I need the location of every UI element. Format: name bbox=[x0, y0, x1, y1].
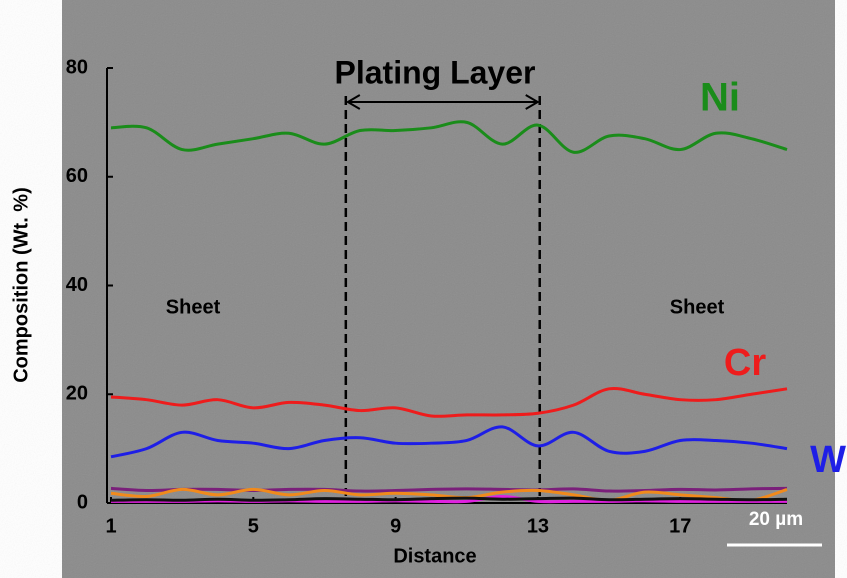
y-tick-label: 60 bbox=[66, 165, 88, 187]
annotation: Sheet bbox=[166, 296, 221, 318]
x-tick-label: 9 bbox=[390, 515, 401, 537]
y-tick-label: 80 bbox=[66, 56, 88, 78]
scale-bar-label: 20 µm bbox=[749, 509, 803, 530]
x-tick-label: 1 bbox=[105, 515, 116, 537]
series-label: Ni bbox=[700, 76, 740, 120]
y-tick-label: 0 bbox=[77, 491, 88, 513]
annotation: Sheet bbox=[670, 296, 725, 318]
x-tick-label: 17 bbox=[669, 515, 691, 537]
x-tick-label: 5 bbox=[248, 515, 259, 537]
series-label: Cr bbox=[724, 342, 766, 384]
x-tick-label: 13 bbox=[527, 515, 549, 537]
y-tick-label: 20 bbox=[66, 383, 88, 405]
chart: Plating Layer Distance Composition (Wt. … bbox=[0, 0, 847, 578]
y-axis-label: Composition (Wt. %) bbox=[10, 187, 32, 383]
series-label: W bbox=[810, 439, 846, 481]
y-tick-label: 40 bbox=[66, 274, 88, 296]
x-axis-label: Distance bbox=[393, 545, 476, 567]
chart-title: Plating Layer bbox=[335, 54, 536, 90]
